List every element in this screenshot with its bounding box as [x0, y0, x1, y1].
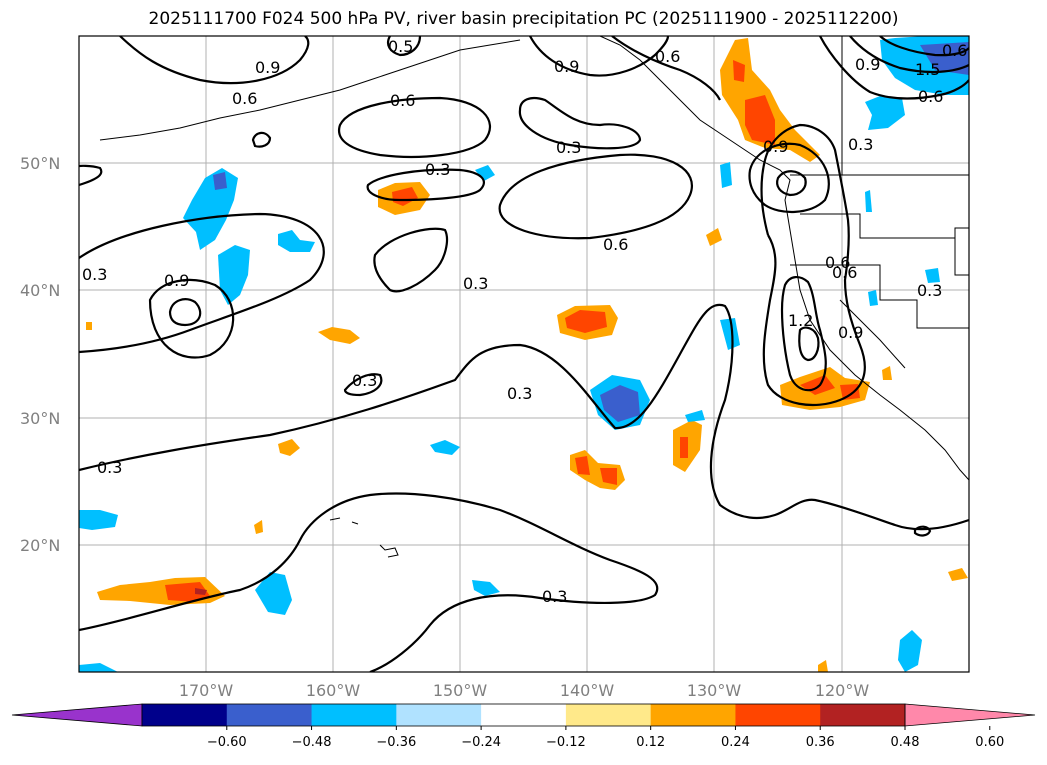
- contour-label: 0.3: [97, 458, 122, 477]
- colorbar: −0.60 −0.48 −0.36 −0.24 −0.12 0.12 0.24 0.36 0.4…: [11, 703, 1036, 750]
- contour-label: 0.3: [507, 384, 532, 403]
- precip-positive-shading: [86, 38, 968, 672]
- contour-label: 0.6: [832, 263, 857, 282]
- colorbar-segment: [142, 704, 228, 726]
- lon-label: 150°W: [433, 681, 488, 700]
- colorbar-tick-label: 0.48: [891, 735, 920, 750]
- pv-contours: [79, 36, 969, 672]
- colorbar-tick-label: 0.12: [636, 735, 665, 750]
- lon-label: 140°W: [560, 681, 615, 700]
- map-area: [79, 36, 969, 672]
- contour-label: 0.3: [463, 274, 488, 293]
- lat-label: 20°N: [20, 536, 60, 555]
- contour-label: 1.5: [915, 60, 940, 79]
- contour-label: 0.3: [82, 265, 107, 284]
- colorbar-tick-label: 0.60: [975, 735, 1004, 750]
- colorbar-tick-label: −0.60: [207, 735, 247, 750]
- lon-label: 120°W: [815, 681, 870, 700]
- contour-labels: 0.9 0.6 0.6 0.3 0.9 0.6 0.3 0.6 0.3 0.9 …: [82, 37, 967, 606]
- latitude-labels: 50°N 40°N 30°N 20°N: [20, 154, 60, 555]
- contour-label: 0.6: [603, 235, 628, 254]
- contour-label: 0.3: [352, 371, 377, 390]
- contour-label: 0.9: [554, 57, 579, 76]
- colorbar-tick-label: −0.36: [376, 735, 416, 750]
- colorbar-tick-label: −0.48: [292, 735, 332, 750]
- contour-label: 0.9: [838, 323, 863, 342]
- lat-label: 30°N: [20, 409, 60, 428]
- colorbar-segment: [481, 704, 567, 726]
- contour-label: 0.9: [164, 271, 189, 290]
- lat-label: 40°N: [20, 281, 60, 300]
- contour-label: 0.5: [388, 37, 413, 56]
- colorbar-segment: [226, 704, 313, 726]
- contour-label: 0.3: [425, 160, 450, 179]
- lon-label: 130°W: [687, 681, 742, 700]
- colorbar-tick-label: −0.12: [546, 735, 586, 750]
- colorbar-segment: [565, 704, 652, 726]
- contour-label: 0.3: [556, 138, 581, 157]
- colorbar-frame: [141, 703, 906, 727]
- contour-label: 0.6: [942, 41, 967, 60]
- lat-label: 50°N: [20, 154, 60, 173]
- contour-label: 0.9: [255, 58, 280, 77]
- colorbar-segment: [311, 704, 397, 726]
- colorbar-segment: [396, 704, 482, 726]
- colorbar-tick-label: −0.24: [461, 735, 501, 750]
- contour-label: 0.6: [232, 89, 257, 108]
- colorbar-extend-low: [11, 703, 143, 727]
- colorbar-segment: [820, 704, 906, 726]
- lon-label: 160°W: [306, 681, 361, 700]
- contour-label: 1.2: [788, 311, 813, 330]
- contour-label: 0.3: [917, 281, 942, 300]
- contour-label: 0.6: [390, 91, 415, 110]
- contour-label: 0.9: [855, 55, 880, 74]
- contour-label: 0.6: [918, 87, 943, 106]
- longitude-labels: 170°W 160°W 150°W 140°W 130°W 120°W: [179, 681, 870, 700]
- contour-label: 0.6: [825, 253, 850, 272]
- colorbar-segment: [650, 704, 736, 726]
- contour-label: 0.6: [655, 47, 680, 66]
- map-border: [78, 35, 970, 673]
- coastlines: [99, 36, 969, 558]
- contour-label: 0.3: [848, 135, 873, 154]
- colorbar-segment: [735, 704, 821, 726]
- map-title: 2025111700 F024 500 hPa PV, river basin …: [148, 9, 899, 29]
- colorbar-extend-high: [904, 703, 1036, 727]
- contour-label: 0.3: [542, 587, 567, 606]
- lon-label: 170°W: [179, 681, 234, 700]
- colorbar-tick-label: 0.36: [806, 735, 835, 750]
- contour-label: 0.9: [763, 137, 788, 156]
- colorbar-tick-label: 0.24: [721, 735, 750, 750]
